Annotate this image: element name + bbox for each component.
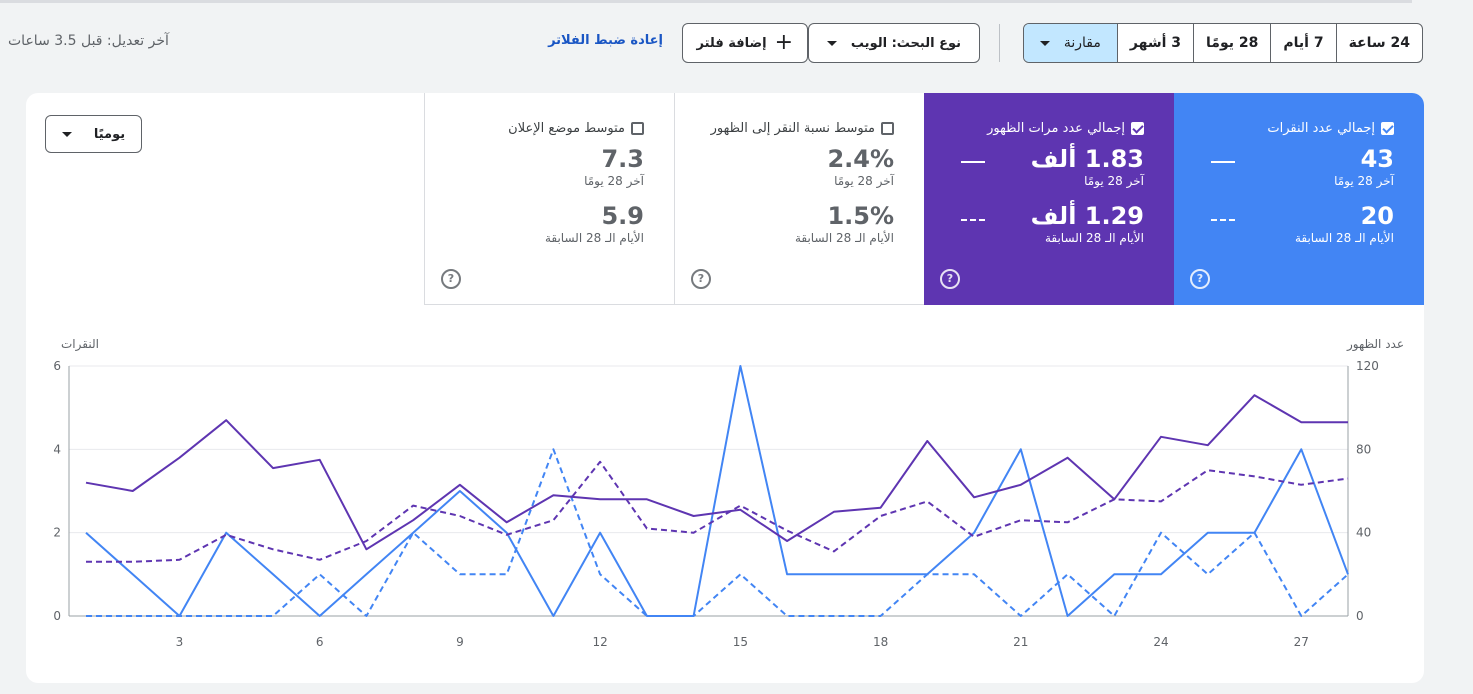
metric-period: آخر 28 يومًا — [584, 174, 644, 188]
y-right-tick-label: 120 — [1356, 359, 1379, 373]
metric-prev-value: 5.9 — [601, 202, 644, 230]
caret-down-icon — [1039, 40, 1050, 46]
last-modified-text: آخر تعديل: قبل 3.5 ساعات — [8, 33, 169, 49]
metric-prev-value: 1.5% — [827, 202, 894, 230]
reset-filters-link[interactable]: إعادة ضبط الفلاتر — [548, 33, 663, 48]
metric-label: متوسط نسبة النقر إلى الظهور — [710, 120, 875, 136]
range-7d-button[interactable]: 7 أيام — [1270, 24, 1335, 62]
y-left-tick-label: 4 — [53, 442, 61, 456]
metric-period: آخر 28 يومًا — [1334, 174, 1394, 188]
y-left-tick-label: 6 — [53, 359, 61, 373]
x-tick-label: 12 — [593, 635, 608, 649]
caret-down-icon — [826, 40, 837, 46]
y-left-tick-label: 2 — [53, 526, 61, 540]
x-tick-label: 3 — [176, 635, 184, 649]
y-right-tick-label: 40 — [1356, 526, 1371, 540]
metric-prev-period: الأيام الـ 28 السابقة — [794, 231, 894, 245]
metric-prev-period: الأيام الـ 28 السابقة — [544, 231, 644, 245]
add-filter-button[interactable]: + إضافة فلتر — [681, 23, 808, 63]
caret-down-icon — [61, 131, 72, 137]
range-24h-button[interactable]: 24 ساعة — [1335, 24, 1422, 62]
metric-label: متوسط موضع الإعلان — [508, 120, 625, 136]
compare-button[interactable]: مقارنة — [1023, 24, 1117, 62]
metric-prev-value: 1.29 ألف — [1030, 202, 1144, 230]
legend-dashed-line — [961, 219, 985, 221]
range-28d-button[interactable]: 28 يومًا — [1193, 24, 1270, 62]
x-tick-label: 24 — [1153, 635, 1168, 649]
metric-average-ctr[interactable]: متوسط نسبة النقر إلى الظهور 2.4% آخر 28 … — [674, 93, 924, 305]
metric-prev-period: الأيام الـ 28 السابقة — [1044, 231, 1144, 245]
legend-solid-line — [961, 161, 985, 163]
filter-bar: 24 ساعة 7 أيام 28 يومًا 3 أشهر مقارنة نو… — [0, 22, 1423, 64]
x-tick-label: 9 — [456, 635, 464, 649]
metric-label: إجمالي عدد مرات الظهور — [987, 120, 1125, 136]
metric-prev-value: 20 — [1360, 202, 1394, 230]
metric-value: 1.83 ألف — [1030, 145, 1144, 173]
series-line-3 — [86, 460, 1349, 563]
top-divider — [0, 0, 1412, 3]
y-right-tick-label: 80 — [1356, 442, 1371, 456]
x-tick-label: 15 — [733, 635, 748, 649]
x-tick-label: 27 — [1294, 635, 1309, 649]
checkbox-unchecked-icon[interactable] — [631, 121, 644, 135]
metric-label: إجمالي عدد النقرات — [1267, 120, 1375, 136]
series-line-2 — [85, 394, 1348, 551]
metric-prev-period: الأيام الـ 28 السابقة — [1294, 231, 1394, 245]
add-filter-label: إضافة فلتر — [696, 35, 767, 51]
checkbox-checked-icon[interactable] — [1381, 121, 1394, 135]
metric-total-clicks[interactable]: إجمالي عدد النقرات 43 آخر 28 يومًا 20 ال… — [1174, 93, 1424, 305]
series-line-1 — [86, 448, 1349, 617]
toolbar-divider — [999, 24, 1000, 62]
plus-icon: + — [774, 30, 793, 55]
metric-label-row: متوسط موضع الإعلان — [455, 119, 644, 137]
y-left-axis-label: النقرات — [61, 337, 99, 352]
metric-period: آخر 28 يومًا — [834, 174, 894, 188]
granularity-dropdown[interactable]: يوميًا — [45, 115, 142, 153]
metric-value: 43 — [1360, 145, 1394, 173]
series-line-0 — [85, 365, 1349, 617]
search-type-dropdown[interactable]: نوع البحث: الويب — [807, 23, 980, 63]
date-range-group: 24 ساعة 7 أيام 28 يومًا 3 أشهر مقارنة — [1022, 23, 1423, 63]
checkbox-checked-icon[interactable] — [1131, 121, 1144, 135]
checkbox-unchecked-icon[interactable] — [881, 121, 894, 135]
x-tick-label: 6 — [316, 635, 324, 649]
metric-value: 7.3 — [601, 145, 644, 173]
granularity-label: يوميًا — [93, 126, 126, 142]
y-right-tick-label: 0 — [1356, 609, 1364, 623]
metric-label-row: إجمالي عدد النقرات — [1204, 119, 1394, 137]
legend-solid-line — [1211, 161, 1235, 163]
help-icon[interactable]: ? — [940, 269, 960, 289]
compare-label: مقارنة — [1063, 35, 1101, 51]
metric-period: آخر 28 يومًا — [1084, 174, 1144, 188]
help-icon[interactable]: ? — [691, 269, 711, 289]
y-left-tick-label: 0 — [53, 609, 61, 623]
range-3m-button[interactable]: 3 أشهر — [1116, 24, 1193, 62]
metric-label-row: متوسط نسبة النقر إلى الظهور — [705, 119, 894, 137]
help-icon[interactable]: ? — [1190, 269, 1210, 289]
metric-average-position[interactable]: متوسط موضع الإعلان 7.3 آخر 28 يومًا 5.9 … — [424, 93, 674, 305]
x-tick-label: 21 — [1013, 635, 1028, 649]
x-tick-label: 18 — [873, 635, 888, 649]
metric-label-row: إجمالي عدد مرات الظهور — [954, 119, 1144, 137]
performance-card: إجمالي عدد النقرات 43 آخر 28 يومًا 20 ال… — [26, 93, 1424, 683]
search-type-label: نوع البحث: الويب — [850, 35, 961, 51]
legend-dashed-line — [1211, 219, 1235, 221]
y-right-axis-label: عدد الظهور — [1346, 337, 1404, 352]
metric-value: 2.4% — [827, 145, 894, 173]
metric-total-impressions[interactable]: إجمالي عدد مرات الظهور 1.83 ألف آخر 28 ي… — [924, 93, 1174, 305]
help-icon[interactable]: ? — [441, 269, 461, 289]
